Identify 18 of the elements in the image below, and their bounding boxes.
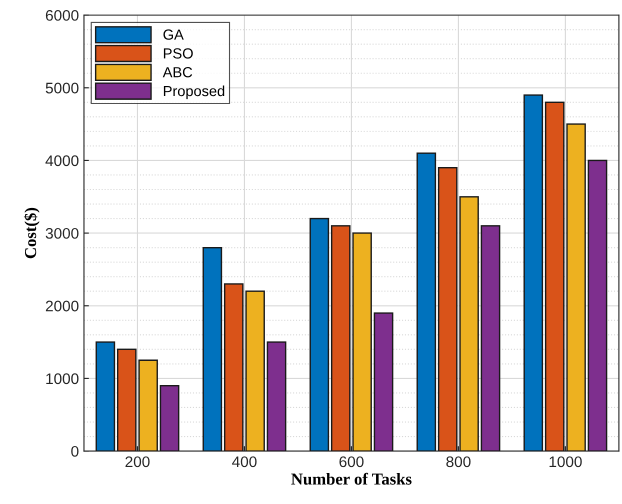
legend-label: ABC [162, 67, 192, 78]
x-tick-label: 200 [125, 456, 150, 468]
legend-label: PSO [164, 48, 193, 59]
y-tick-label: 2000 [46, 300, 79, 312]
y-tick-label: 0 [71, 446, 79, 457]
x-tick-label: 600 [339, 456, 364, 468]
y-tick-label: 6000 [46, 10, 79, 21]
x-tick-label: 800 [446, 456, 471, 468]
x-tick-label: 400 [232, 456, 257, 468]
y-tick-label: 3000 [46, 228, 79, 239]
legend-label: GA [163, 29, 184, 40]
y-axis-title: Cost($) [24, 208, 40, 258]
x-axis-title: Number of Tasks [291, 472, 412, 485]
y-tick-label: 5000 [46, 82, 79, 94]
y-tick-label: 1000 [46, 373, 79, 384]
legend-label: Proposed [164, 85, 224, 100]
x-tick-label: 1000 [550, 456, 582, 468]
y-tick-label: 4000 [45, 155, 79, 166]
